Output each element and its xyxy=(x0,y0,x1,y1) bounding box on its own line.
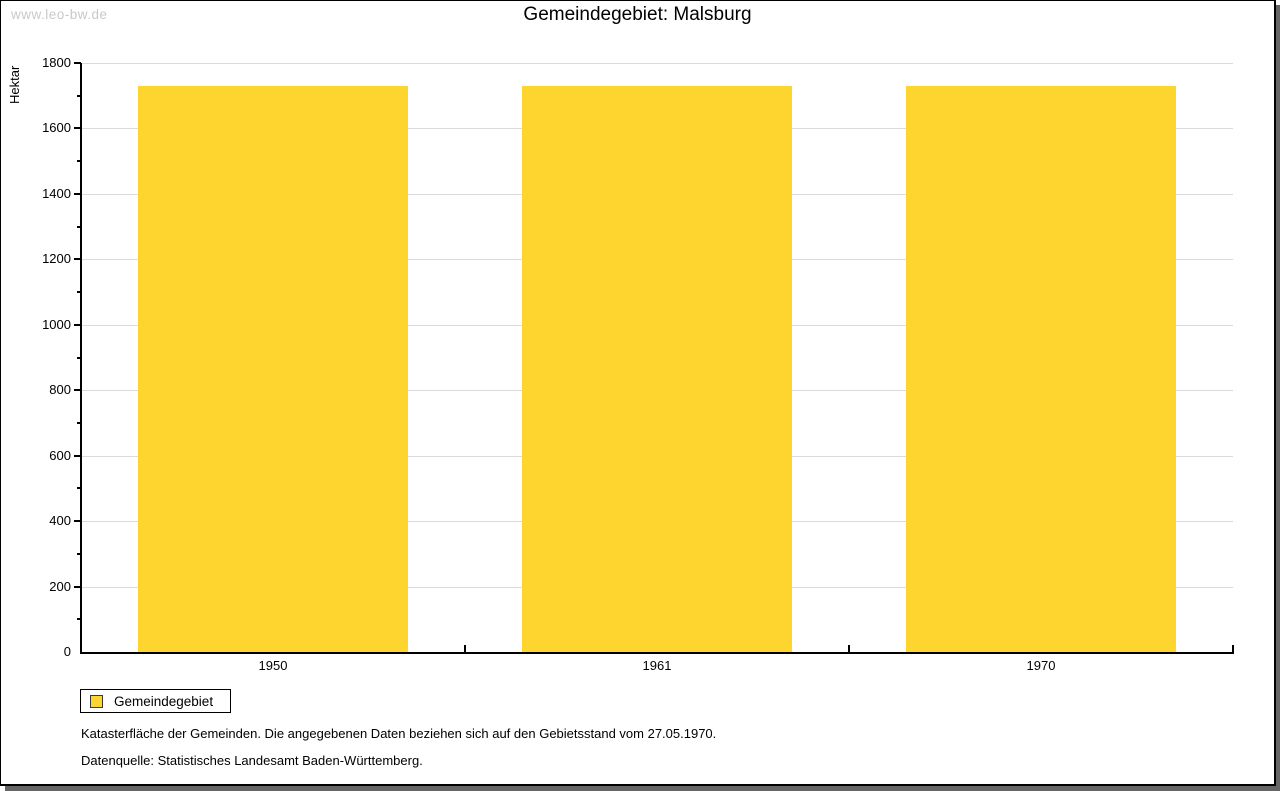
footnote-data-source: Datenquelle: Statistisches Landesamt Bad… xyxy=(81,753,423,768)
footnote-source-note: Katasterfläche der Gemeinden. Die angege… xyxy=(81,726,716,741)
bar-1970 xyxy=(906,86,1176,652)
x-axis-tick xyxy=(1232,645,1234,652)
y-axis-line xyxy=(80,63,82,654)
y-tick-label: 600 xyxy=(23,448,71,463)
y-tick-label: 1400 xyxy=(23,186,71,201)
legend-label: Gemeindegebiet xyxy=(114,694,213,709)
plot-area: 0 200 400 600 800 1000 1200 1400 1600 1800 1950196… xyxy=(1,1,1274,784)
chart-window: www.leo-bw.de Gemeindegebiet: Malsburg H… xyxy=(0,0,1280,791)
bar-1961 xyxy=(522,86,792,652)
x-tick-label: 1961 xyxy=(465,658,849,673)
x-tick-label: 1950 xyxy=(81,658,465,673)
y-tick-label: 1000 xyxy=(23,317,71,332)
x-axis-line xyxy=(80,652,1234,654)
x-tick-label: 1970 xyxy=(849,658,1233,673)
y-tick-label: 0 xyxy=(23,644,71,659)
y-tick-label: 1800 xyxy=(23,55,71,70)
x-axis-tick xyxy=(848,645,850,652)
gridline xyxy=(82,63,1233,64)
y-tick-label: 1200 xyxy=(23,251,71,266)
x-axis-tick xyxy=(464,645,466,652)
chart-frame: www.leo-bw.de Gemeindegebiet: Malsburg H… xyxy=(0,0,1276,786)
y-tick-label: 200 xyxy=(23,579,71,594)
legend-swatch-icon xyxy=(90,695,103,708)
y-tick-label: 400 xyxy=(23,513,71,528)
y-tick-label: 1600 xyxy=(23,120,71,135)
y-tick-label: 800 xyxy=(23,382,71,397)
bar-1950 xyxy=(138,86,408,652)
legend: Gemeindegebiet xyxy=(80,689,231,713)
